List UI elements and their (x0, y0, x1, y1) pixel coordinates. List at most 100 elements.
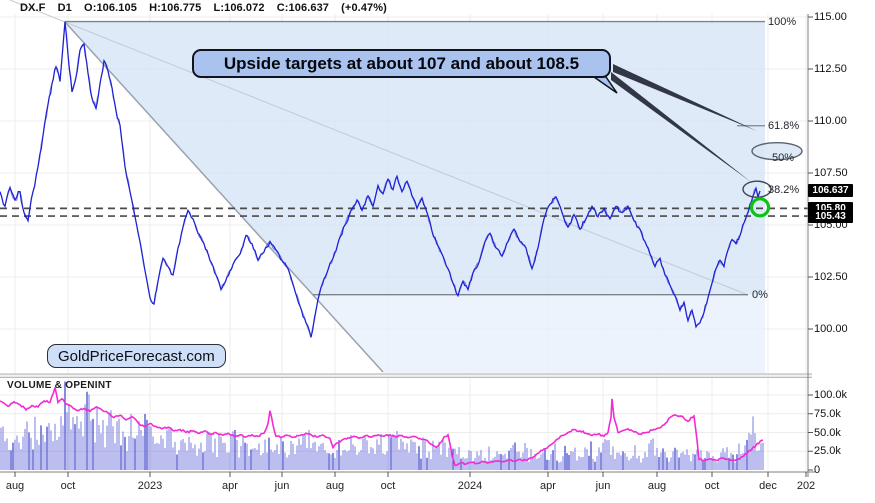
volume-bar (610, 454, 612, 470)
volume-bar (222, 442, 224, 470)
volume-bar (160, 435, 162, 470)
volume-bar (680, 453, 682, 470)
volume-bar (550, 454, 552, 470)
volume-axis-label: 50.0k (814, 426, 841, 439)
volume-bar (18, 442, 20, 470)
volume-bar (216, 457, 218, 470)
target-ellipse-lower[interactable] (742, 180, 772, 198)
volume-bar (602, 442, 604, 470)
volume-bar (728, 457, 730, 470)
volume-bar (396, 430, 398, 470)
volume-bar (506, 458, 508, 470)
fib-level-label: 61.8% (768, 119, 800, 132)
volume-bar (298, 438, 300, 470)
volume-bar (686, 449, 688, 470)
volume-bar (612, 446, 614, 470)
upside-targets-annotation[interactable]: Upside targets at about 107 and about 10… (192, 49, 611, 78)
volume-bar (96, 406, 98, 470)
volume-bar (666, 457, 668, 470)
volume-bar (174, 441, 176, 470)
volume-bar (46, 426, 48, 470)
volume-bar (28, 432, 30, 470)
volume-bar (392, 434, 394, 470)
volume-bar (568, 454, 570, 470)
volume-bar (634, 445, 636, 470)
ohlc-header: DX.F D1 O:106.105 H:106.775 L:106.072 C:… (20, 2, 396, 14)
trend-shading (65, 21, 765, 373)
volume-bar (254, 448, 256, 470)
volume-bar (390, 437, 392, 470)
volume-bar (64, 381, 66, 470)
volume-bar (270, 449, 272, 470)
volume-bar (166, 430, 168, 470)
volume-bar (716, 462, 718, 470)
volume-bar (338, 440, 340, 470)
volume-bar (604, 439, 606, 470)
target-arrow-lower[interactable] (611, 72, 751, 182)
volume-bar (580, 457, 582, 470)
volume-bar (248, 455, 250, 470)
fib-level-label: 0% (752, 288, 768, 301)
volume-bar (14, 439, 16, 470)
volume-bar (730, 453, 732, 470)
volume-bar (62, 425, 64, 470)
volume-bar (640, 462, 642, 470)
symbol-label: DX.F (20, 2, 46, 14)
volume-bar (86, 391, 88, 470)
volume-bar (596, 456, 598, 470)
price-axis-label: 107.50 (814, 167, 848, 179)
volume-bar (678, 457, 680, 470)
volume-bar (456, 454, 458, 470)
volume-bar (636, 458, 638, 470)
target-ellipse-upper[interactable] (751, 141, 803, 161)
volume-bar (616, 452, 618, 470)
volume-bar (714, 460, 716, 470)
volume-bar (258, 443, 260, 470)
volume-bar (334, 458, 336, 470)
volume-bar (638, 455, 640, 470)
fib-level-label: 100% (768, 15, 797, 28)
volume-bar (232, 431, 234, 470)
volume-bar (240, 446, 242, 470)
volume-bar (350, 434, 352, 470)
volume-bar (20, 449, 22, 470)
current-price-circle[interactable] (749, 197, 771, 218)
volume-bar (620, 455, 622, 470)
time-axis-label: dec (759, 480, 777, 492)
volume-bar (300, 444, 302, 470)
volume-bar (488, 446, 490, 470)
annotation-text: Upside targets at about 107 and about 10… (223, 53, 580, 73)
volume-bar (108, 413, 110, 470)
volume-bar (536, 458, 538, 470)
target-arrow-upper[interactable] (613, 64, 757, 131)
volume-bar (422, 437, 424, 470)
volume-bar (234, 430, 236, 470)
volume-bar (582, 456, 584, 470)
volume-bar (454, 448, 456, 470)
volume-bar (398, 449, 400, 470)
volume-bar (126, 451, 128, 470)
volume-bar (274, 449, 276, 470)
volume-bar (236, 439, 238, 470)
volume-bar (278, 454, 280, 470)
volume-bar (106, 425, 108, 470)
annotation-drawings[interactable] (591, 64, 803, 218)
volume-bar (302, 436, 304, 470)
panel-divider[interactable] (0, 374, 812, 378)
volume-bar (382, 453, 384, 470)
volume-bar (670, 457, 672, 470)
volume-bar (564, 445, 566, 470)
fibonacci-lines (8, 0, 765, 373)
volume-bar (720, 452, 722, 470)
volume-bar (78, 428, 80, 470)
timeframe-label: D1 (57, 2, 72, 14)
volume-bar (130, 413, 132, 470)
volume-bar (544, 449, 546, 470)
volume-bar (226, 452, 228, 470)
volume-bar (400, 438, 402, 470)
volume-bar (724, 452, 726, 470)
volume-bar (470, 451, 472, 470)
price-axis-label: 110.00 (814, 115, 847, 127)
volume-bar (58, 436, 60, 470)
